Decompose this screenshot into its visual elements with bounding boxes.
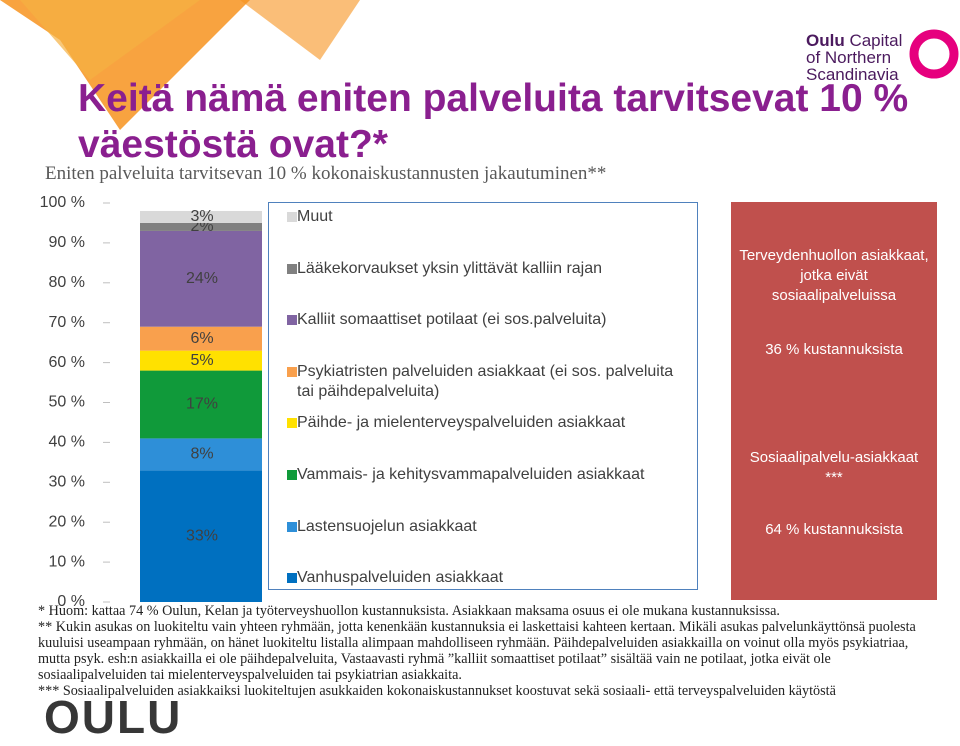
legend-swatch [287, 315, 297, 326]
legend-label: Vammais- ja kehitysvammapalveluiden asia… [297, 466, 645, 483]
logo-text: Capital [849, 31, 903, 50]
legend-label: Päihde- ja mielenterveyspalveluiden asia… [297, 414, 626, 432]
legend-item: Lääkekorvaukset yksin ylittävät kalliin … [287, 259, 677, 279]
bar-segment [140, 230, 262, 327]
logo-ring [909, 29, 959, 79]
summary-box: Terveydenhuollon asiakkaat, jotka eivät … [731, 202, 937, 600]
legend-item: Vanhuspalveluiden asiakkaat [287, 568, 677, 588]
y-tick-label: 40 % [49, 434, 85, 451]
footnote: *** Sosiaalipalveluiden asiakkaiksi luok… [38, 683, 836, 699]
data-label: 5% [190, 352, 213, 369]
data-label: 17% [186, 396, 218, 413]
logo-text: of Northern [806, 48, 892, 67]
box-text: 36 % kustannuksista [765, 341, 903, 358]
decoration [20, 0, 200, 80]
y-tick-label: 100 % [40, 194, 85, 211]
footnote: ** Kukin asukas on luokiteltu vain yhtee… [38, 619, 916, 683]
legend-swatch [287, 573, 297, 584]
legend-label: Vanhuspalveluiden asiakkaat [297, 569, 504, 587]
legend-swatch [287, 418, 297, 429]
y-tick-label: 20 % [49, 513, 85, 530]
y-tick-label: 10 % [49, 553, 85, 570]
y-tick-label: 50 % [49, 394, 85, 411]
legend-swatch [287, 521, 297, 532]
bar-segment [140, 438, 262, 471]
legend: Vanhuspalveluiden asiakkaat Lastensuojelu… [268, 202, 698, 590]
box-text: Terveydenhuollon asiakkaat, jotka eivät … [739, 247, 929, 304]
legend-swatch [287, 263, 297, 274]
legend-item: Psykiatristen palveluiden asiakkaat (ei … [287, 362, 677, 402]
y-tick-label: 60 % [49, 354, 85, 371]
logo: Oulu Capital of Northern Scandinavia [806, 32, 902, 83]
chart-subtitle: Eniten palveluita tarvitsevan 10 % kokon… [45, 163, 607, 184]
legend-swatch [287, 470, 297, 480]
legend-label: Psykiatristen palveluiden asiakkaat (ei … [297, 362, 674, 400]
logo-text: Oulu [806, 31, 845, 50]
footnotes: * Huom: kattaa 74 % Oulun, Kelan ja työt… [38, 603, 918, 699]
bar-segment [140, 210, 262, 223]
footnote: * Huom: kattaa 74 % Oulun, Kelan ja työt… [38, 603, 780, 619]
legend-label: Lääkekorvaukset yksin ylittävät kalliin … [297, 259, 603, 277]
y-tick-label: 30 % [49, 474, 85, 491]
data-label: 8% [190, 446, 213, 463]
data-label: 33% [186, 527, 218, 544]
legend-item: Kalliit somaattiset potilaat (ei sos.pal… [287, 310, 677, 330]
y-tick-label: 0 % [57, 593, 85, 610]
logo-text: Scandinavia [806, 65, 899, 84]
legend-label: Muut [297, 208, 333, 225]
bar-segment [140, 222, 262, 231]
legend-item: Lastensuojelun asiakkaat [287, 517, 677, 537]
slide-title: Keitä nämä eniten palveluita tarvitsevat… [78, 77, 909, 166]
y-tick-label: 70 % [49, 314, 85, 331]
box-text: Sosiaalipalvelu-asiakkaat *** [749, 449, 919, 486]
bar-segment [140, 370, 262, 439]
decoration [240, 0, 360, 60]
bar-segment [140, 470, 262, 602]
legend-item: Muut [287, 207, 677, 227]
legend-swatch [287, 212, 297, 222]
data-label: 24% [186, 270, 218, 287]
legend-swatch [287, 366, 297, 377]
bar-segment [140, 326, 262, 351]
box-text: 64 % kustannuksista [765, 521, 903, 538]
legend-item: Päihde- ja mielenterveyspalveluiden asia… [287, 413, 677, 433]
legend-label: Lastensuojelun asiakkaat [297, 517, 477, 535]
data-label: 3% [190, 208, 213, 225]
legend-item: Vammais- ja kehitysvammapalveluiden asia… [287, 465, 677, 485]
y-tick-label: 80 % [49, 274, 85, 291]
bar-segment [140, 350, 262, 371]
plot: 0 % 10 % 20 % 30 % 40 % 50 % 60 % 70 % 80 % 90 % 1… [40, 194, 262, 610]
legend-label: Kalliit somaattiset potilaat (ei sos.pal… [297, 311, 607, 329]
footer-logo: OULU [44, 691, 183, 743]
data-label: 6% [190, 330, 213, 347]
y-tick-label: 90 % [49, 234, 85, 251]
